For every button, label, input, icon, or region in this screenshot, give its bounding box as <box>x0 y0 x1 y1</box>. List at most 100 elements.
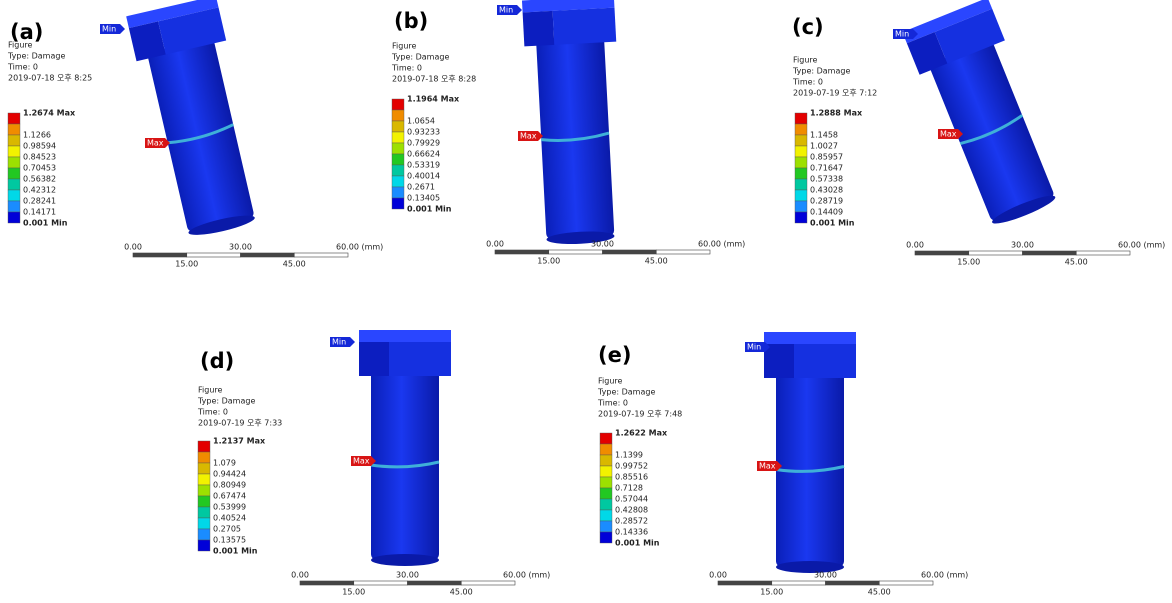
probe-tag-text: Max <box>940 130 957 139</box>
legend-swatch <box>795 190 807 201</box>
bolt <box>126 0 268 241</box>
scale-label: 60.00 (mm) <box>698 240 745 249</box>
legend-swatch <box>795 124 807 135</box>
header-line: Time: 0 <box>792 78 823 87</box>
legend-value: 1.1266 <box>23 131 51 140</box>
legend-swatch <box>795 135 807 146</box>
scale-segment <box>969 251 1023 255</box>
scale-label: 45.00 <box>450 588 473 597</box>
scale-segment <box>408 581 462 585</box>
legend-swatch <box>8 201 20 212</box>
legend-value: 0.2705 <box>213 525 241 534</box>
legend-value: 0.70453 <box>23 164 56 173</box>
scale-segment <box>772 581 826 585</box>
header-line: Figure <box>793 56 818 65</box>
header-line: 2019-07-19 오후 7:33 <box>198 419 282 428</box>
header-line: Figure <box>598 377 623 386</box>
legend-value: 0.93233 <box>407 128 440 137</box>
legend-value: 0.28241 <box>23 197 56 206</box>
legend-value: 0.94424 <box>213 470 246 479</box>
legend-value: 0.57044 <box>615 495 648 504</box>
scale-label: 45.00 <box>868 588 891 597</box>
legend-swatch <box>600 433 612 444</box>
legend-value: 0.001 Min <box>213 547 258 556</box>
header-line: Type: Damage <box>7 52 65 61</box>
bolt-end <box>371 554 439 566</box>
legend-swatch <box>8 157 20 168</box>
scale-label: 15.00 <box>760 588 783 597</box>
legend-swatch <box>795 146 807 157</box>
scale-label: 30.00 <box>1011 241 1034 250</box>
figure: (a)FigureType: DamageTime: 02019-07-18 오… <box>0 0 1172 603</box>
legend-swatch <box>795 212 807 223</box>
legend-value: 0.57338 <box>810 175 843 184</box>
legend-value: 0.99752 <box>615 462 648 471</box>
scale-label: 15.00 <box>537 257 560 266</box>
header-line: Type: Damage <box>597 388 655 397</box>
header-line: 2019-07-18 오후 8:28 <box>392 75 476 84</box>
legend-swatch <box>795 201 807 212</box>
scale-label: 15.00 <box>175 260 198 269</box>
header-line: Type: Damage <box>391 53 449 62</box>
bolt-head-front <box>389 342 451 376</box>
legend-value: 0.84523 <box>23 153 56 162</box>
scale-label: 45.00 <box>645 257 668 266</box>
legend-swatch <box>600 510 612 521</box>
legend-value: 0.71647 <box>810 164 843 173</box>
legend-value: 0.80949 <box>213 481 246 490</box>
legend-swatch <box>8 113 20 124</box>
scale-label: 30.00 <box>229 243 252 252</box>
scale-label: 0.00 <box>486 240 504 249</box>
legend-swatch <box>8 146 20 157</box>
legend-value: 0.53999 <box>213 503 246 512</box>
scale-segment <box>133 253 187 257</box>
legend-swatch <box>600 477 612 488</box>
legend-value: 0.67474 <box>213 492 246 501</box>
legend-swatch <box>600 532 612 543</box>
header-line: Figure <box>8 41 33 50</box>
scale-segment <box>354 581 408 585</box>
legend-value: 1.1458 <box>810 131 838 140</box>
legend-swatch <box>392 154 404 165</box>
legend-value: 0.85957 <box>810 153 843 162</box>
header-line: Time: 0 <box>7 63 38 72</box>
scale-label: 0.00 <box>291 571 309 580</box>
scale-label: 15.00 <box>957 258 980 267</box>
legend-swatch <box>795 113 807 124</box>
legend-swatch <box>600 466 612 477</box>
legend-swatch <box>392 187 404 198</box>
scale-label: 45.00 <box>1065 258 1088 267</box>
legend-swatch <box>392 110 404 121</box>
bolt-head-front <box>794 344 856 378</box>
legend-swatch <box>8 190 20 201</box>
legend-value: 0.14171 <box>23 208 56 217</box>
legend-swatch <box>8 135 20 146</box>
scale-segment <box>461 581 515 585</box>
legend-swatch <box>392 143 404 154</box>
legend-swatch <box>795 179 807 190</box>
header-line: Time: 0 <box>597 399 628 408</box>
bolt-shaft <box>536 36 614 239</box>
scale-label: 0.00 <box>124 243 142 252</box>
legend-value: 0.13405 <box>407 194 440 203</box>
scale-segment <box>495 250 549 254</box>
legend-swatch <box>198 496 210 507</box>
legend-swatch <box>198 485 210 496</box>
scale-segment <box>718 581 772 585</box>
bolt-head-side <box>764 344 794 378</box>
legend-value: 1.2888 Max <box>810 109 863 118</box>
legend-value: 0.001 Min <box>615 539 660 548</box>
legend-swatch <box>600 521 612 532</box>
probe-tag-text: Max <box>520 132 537 141</box>
scale-label: 0.00 <box>906 241 924 250</box>
legend-swatch <box>600 455 612 466</box>
legend-value: 0.42312 <box>23 186 56 195</box>
legend-value: 1.1964 Max <box>407 95 460 104</box>
probe-tag-text: Min <box>895 30 909 39</box>
probe-tag-text: Min <box>499 6 513 15</box>
legend-swatch <box>198 452 210 463</box>
legend-swatch <box>198 441 210 452</box>
legend-value: 1.2622 Max <box>615 429 668 438</box>
bolt-head-front <box>553 8 617 45</box>
legend-swatch <box>600 444 612 455</box>
